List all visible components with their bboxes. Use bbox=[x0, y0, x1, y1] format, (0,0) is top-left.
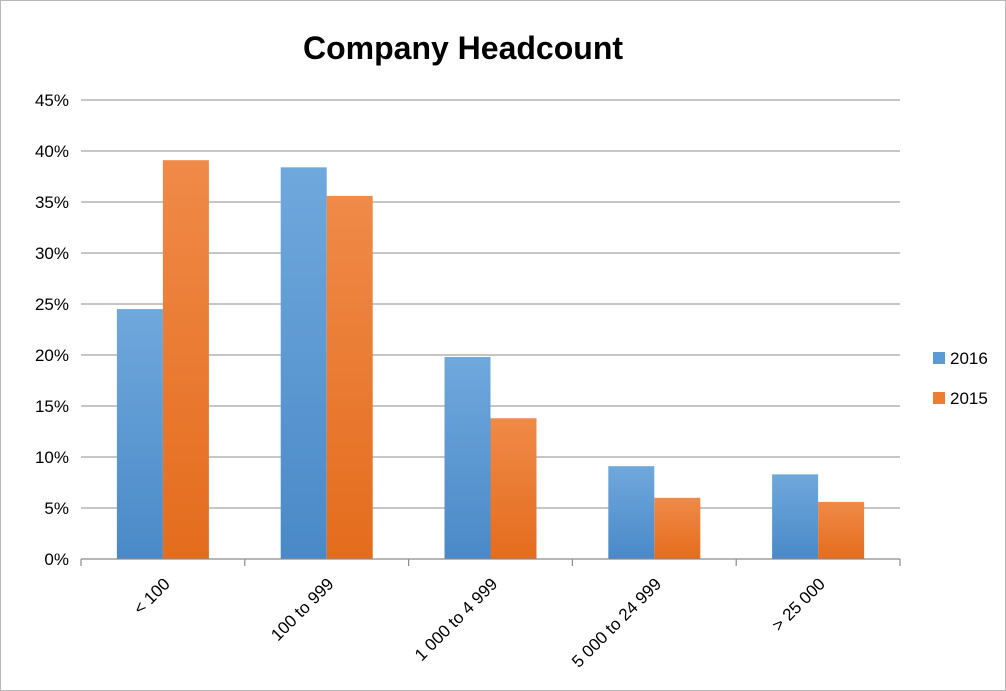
y-tick-label: 15% bbox=[35, 397, 69, 416]
bar-2016 bbox=[444, 357, 491, 559]
x-category-label: 5 000 to 24 999 bbox=[568, 574, 665, 671]
bar-2016 bbox=[608, 466, 655, 559]
bars bbox=[116, 160, 865, 559]
bar-2016 bbox=[116, 309, 163, 559]
y-tick-label: 40% bbox=[35, 142, 69, 161]
y-axis-ticks: 0% 5% 10% 15% 20% 25% 30% 35% 40% 45% bbox=[35, 91, 69, 569]
y-tick-label: 45% bbox=[35, 91, 69, 110]
y-tick-label: 5% bbox=[44, 499, 69, 518]
bar-2015 bbox=[490, 418, 537, 559]
y-tick-label: 35% bbox=[35, 193, 69, 212]
bar-2015 bbox=[162, 160, 209, 559]
gridlines bbox=[81, 99, 900, 509]
legend-label: 2015 bbox=[950, 389, 988, 408]
x-axis: < 100 100 to 999 1 000 to 4 999 5 000 to 24… bbox=[80, 558, 901, 671]
y-tick-label: 20% bbox=[35, 346, 69, 365]
x-category-label: 1 000 to 4 999 bbox=[411, 574, 501, 664]
legend-swatch-2015 bbox=[933, 392, 945, 404]
chart-title: Company Headcount bbox=[303, 30, 623, 66]
bar-2015 bbox=[818, 501, 865, 559]
x-category-label: 100 to 999 bbox=[267, 574, 337, 644]
bar-2016 bbox=[280, 167, 327, 559]
legend: 2016 2015 bbox=[933, 349, 988, 408]
x-category-label: < 100 bbox=[130, 574, 174, 618]
y-tick-label: 25% bbox=[35, 295, 69, 314]
y-tick-label: 30% bbox=[35, 244, 69, 263]
y-tick-label: 0% bbox=[44, 550, 69, 569]
bar-2015 bbox=[654, 497, 701, 559]
legend-label: 2016 bbox=[950, 349, 988, 368]
bar-2016 bbox=[772, 474, 819, 559]
y-tick-label: 10% bbox=[35, 448, 69, 467]
legend-swatch-2016 bbox=[933, 352, 945, 364]
bar-2015 bbox=[326, 195, 373, 559]
x-category-label: > 25 000 bbox=[768, 574, 829, 635]
